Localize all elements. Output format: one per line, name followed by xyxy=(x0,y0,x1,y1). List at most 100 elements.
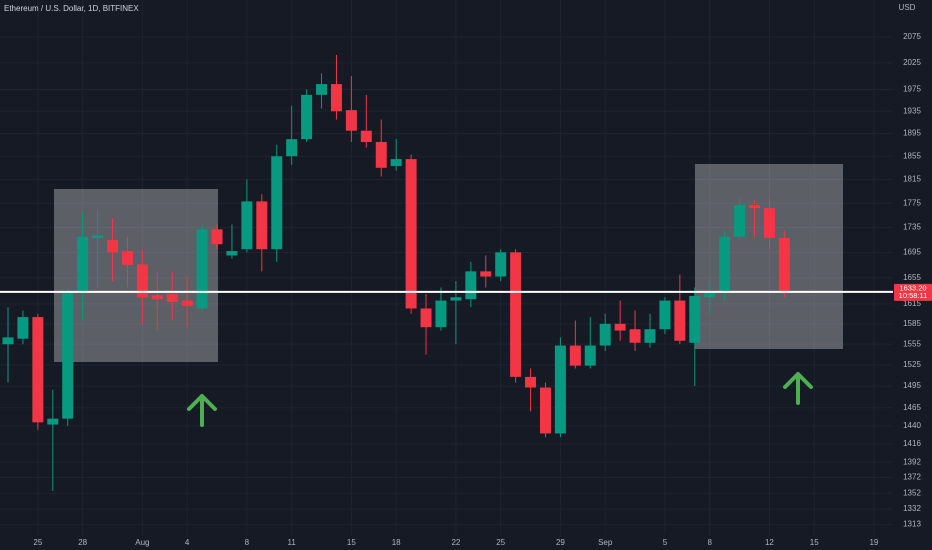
y-tick-label: 1372 xyxy=(903,473,921,482)
candle-body xyxy=(674,300,686,341)
candle-body xyxy=(778,237,790,292)
x-tick-label: 15 xyxy=(347,538,356,547)
candle-body xyxy=(92,235,104,238)
candle-body xyxy=(584,345,596,366)
candle-body xyxy=(301,94,313,140)
x-tick-label: 29 xyxy=(556,538,565,547)
candle-body xyxy=(569,345,581,366)
candle-body xyxy=(539,387,551,434)
candle-body xyxy=(704,292,716,298)
x-tick-label: Sep xyxy=(598,538,613,547)
candle-body xyxy=(62,292,74,419)
candle-body xyxy=(614,323,626,331)
x-tick-label: 12 xyxy=(765,538,774,547)
y-tick-label: 1392 xyxy=(903,457,921,466)
candle-body xyxy=(360,130,372,142)
x-tick-label: 22 xyxy=(451,538,460,547)
candle-body xyxy=(390,159,402,167)
candle-body xyxy=(495,252,507,277)
candle-body xyxy=(316,84,328,95)
candle-body xyxy=(151,295,163,300)
candle-body xyxy=(749,205,760,209)
candle-body xyxy=(375,141,387,168)
y-tick-label: 1975 xyxy=(903,85,921,94)
candle-body xyxy=(271,156,283,250)
candle-body xyxy=(510,252,522,377)
y-tick-label: 1855 xyxy=(903,151,921,160)
x-tick-label: Aug xyxy=(135,538,149,547)
candle-body xyxy=(465,271,477,300)
y-tick-label: 1313 xyxy=(903,520,921,529)
candle-body xyxy=(420,308,432,328)
y-tick-label: 1495 xyxy=(903,381,921,390)
candle-body xyxy=(689,295,701,343)
candle-body xyxy=(734,205,746,237)
candle-body xyxy=(435,300,447,328)
candle-body xyxy=(196,229,208,309)
candle-body xyxy=(450,297,462,301)
candle-body xyxy=(405,159,417,309)
y-tick-label: 1525 xyxy=(903,360,921,369)
candle-body xyxy=(480,271,492,277)
candle-body xyxy=(226,251,238,256)
grid xyxy=(0,0,893,535)
candle-body xyxy=(32,317,44,423)
y-tick-label: 1555 xyxy=(903,339,921,348)
candle-body xyxy=(719,236,731,293)
candle-body xyxy=(166,293,178,302)
axis: 2075202519751935189518551815177517351695… xyxy=(33,32,932,547)
x-tick-label: 15 xyxy=(810,538,819,547)
x-tick-label: 5 xyxy=(663,538,668,547)
x-tick-label: 25 xyxy=(33,538,42,547)
y-tick-label: 1585 xyxy=(903,319,921,328)
candle-body xyxy=(659,300,671,330)
chart-title: Ethereum / U.S. Dollar, 1D, BITFINEX xyxy=(4,4,139,13)
x-tick-label: 8 xyxy=(707,538,712,547)
candle-body xyxy=(241,201,253,250)
y-tick-label: 1416 xyxy=(903,439,921,448)
y-tick-label: 2075 xyxy=(903,32,921,41)
y-tick-label: 2025 xyxy=(903,58,921,67)
candles xyxy=(2,54,790,491)
candle-body xyxy=(525,376,537,388)
x-tick-label: 8 xyxy=(245,538,250,547)
x-tick-label: 11 xyxy=(288,538,297,547)
candle-body xyxy=(599,323,611,346)
candle-body xyxy=(554,345,566,434)
y-tick-label: 1465 xyxy=(903,403,921,412)
y-tick-label: 1615 xyxy=(903,299,921,308)
currency-label: USD xyxy=(899,3,916,12)
up-arrow xyxy=(783,372,813,405)
y-tick-label: 1815 xyxy=(903,175,921,184)
x-tick-label: 25 xyxy=(496,538,505,547)
candle-body xyxy=(345,110,357,131)
candle-body xyxy=(107,239,119,253)
candle-body xyxy=(136,264,148,298)
last-price-label: 1633.20 xyxy=(899,283,926,292)
candle-body xyxy=(330,84,342,112)
candle-body xyxy=(77,236,89,293)
candle-body xyxy=(763,208,775,238)
y-tick-label: 1440 xyxy=(903,421,921,430)
zone-box xyxy=(695,164,843,349)
price-label-box xyxy=(894,283,932,301)
x-tick-label: 4 xyxy=(185,538,190,547)
x-tick-label: 18 xyxy=(392,538,401,547)
candle-body xyxy=(256,201,268,250)
y-tick-label: 1655 xyxy=(903,273,921,282)
candle-body xyxy=(17,317,29,339)
x-tick-label: 19 xyxy=(869,538,878,547)
y-tick-label: 1332 xyxy=(903,504,921,513)
y-tick-label: 1895 xyxy=(903,129,921,138)
candle-body xyxy=(629,329,641,343)
y-tick-label: 1935 xyxy=(903,106,921,115)
candle-body xyxy=(211,229,223,245)
y-tick-label: 1695 xyxy=(903,247,921,256)
countdown-label: 10:58:11 xyxy=(899,291,928,300)
up-arrow xyxy=(187,394,217,427)
x-tick-label: 28 xyxy=(78,538,87,547)
candle-body xyxy=(181,300,193,306)
candle-body xyxy=(286,139,298,157)
candle-body xyxy=(644,329,656,343)
y-tick-label: 1352 xyxy=(903,488,921,497)
